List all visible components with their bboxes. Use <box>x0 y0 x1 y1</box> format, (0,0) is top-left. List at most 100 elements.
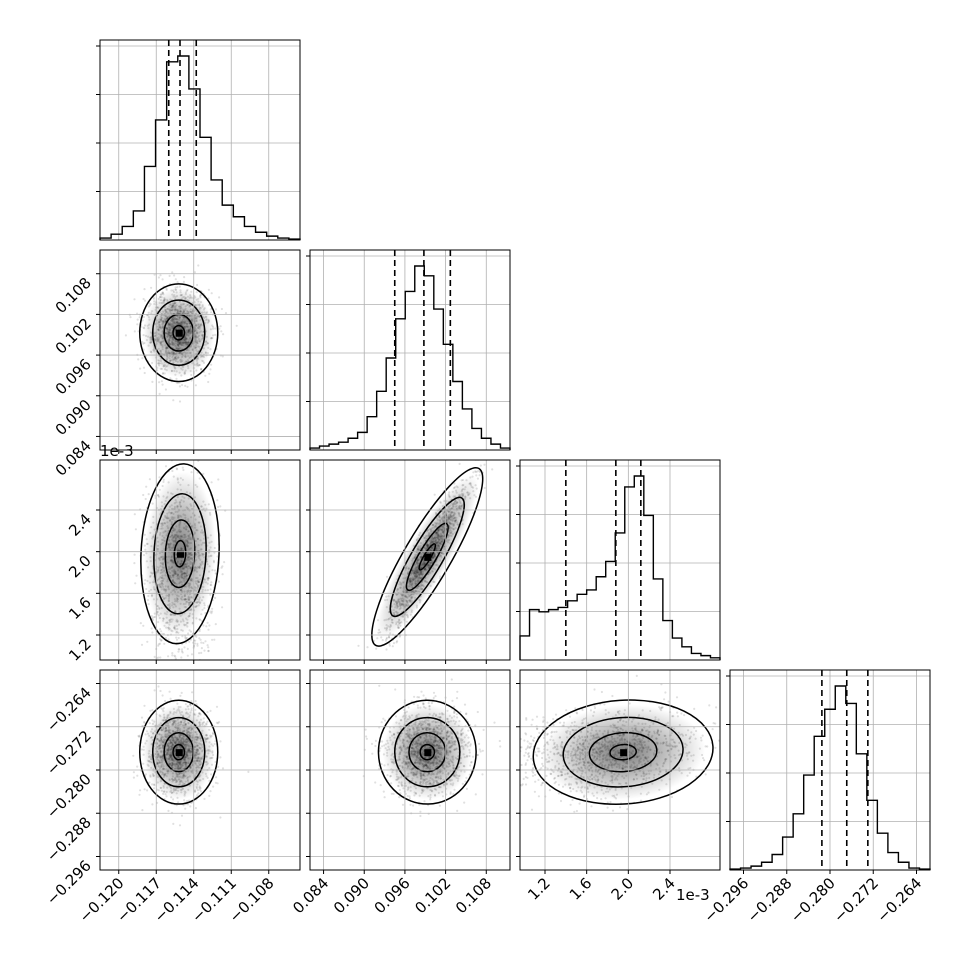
sample-point <box>142 366 146 369</box>
sample-point <box>161 632 164 635</box>
sample-point <box>176 286 179 289</box>
sample-point <box>208 303 211 307</box>
sample-point <box>214 308 218 311</box>
sample-point <box>398 635 401 638</box>
sample-point <box>217 765 220 769</box>
sample-point <box>185 636 188 640</box>
sample-point <box>139 367 142 370</box>
sample-point <box>209 308 212 311</box>
sample-point <box>124 334 127 337</box>
sample-point <box>176 381 179 385</box>
sample-point <box>151 631 154 634</box>
sample-point <box>217 580 220 583</box>
sample-point <box>182 280 185 283</box>
sample-point <box>199 368 203 371</box>
sample-point <box>177 801 180 804</box>
sample-point <box>204 612 207 615</box>
density-peak <box>175 329 183 337</box>
sample-point <box>169 377 172 380</box>
sample-point <box>184 703 187 706</box>
sample-point <box>214 740 217 743</box>
sample-point <box>159 628 162 631</box>
sample-point <box>214 596 217 600</box>
sample-point <box>177 648 180 651</box>
sample-point <box>160 630 163 633</box>
sample-point <box>146 677 148 679</box>
sample-point <box>133 513 136 516</box>
sample-point <box>180 680 182 682</box>
contour-1 <box>139 283 219 383</box>
sample-point <box>193 642 197 645</box>
sample-point <box>202 472 205 475</box>
sample-point <box>200 641 203 644</box>
sample-point <box>145 443 147 445</box>
sample-point <box>366 646 369 649</box>
sample-point <box>157 644 160 647</box>
sample-point <box>206 621 209 624</box>
sample-point <box>369 672 371 674</box>
sample-point <box>209 610 212 613</box>
sample-point <box>385 648 388 651</box>
marginal-panel-3 <box>519 459 721 661</box>
histogram-4 <box>729 685 931 870</box>
sample-point <box>189 695 191 697</box>
sample-point <box>182 673 184 675</box>
sample-point <box>161 383 164 386</box>
sample-point <box>395 641 398 644</box>
sample-point <box>189 630 193 633</box>
sample-point <box>194 675 196 677</box>
sample-point <box>475 470 478 474</box>
sample-point <box>217 505 220 509</box>
sample-point <box>172 680 174 682</box>
sample-point <box>176 281 179 284</box>
sample-point <box>136 323 139 326</box>
sample-point <box>157 656 160 659</box>
sample-point <box>385 638 388 641</box>
sample-point <box>142 342 145 345</box>
sample-point <box>169 697 172 700</box>
sample-point <box>138 793 141 796</box>
sample-point <box>195 291 198 294</box>
histogram-1 <box>99 55 301 240</box>
sample-point <box>195 635 198 638</box>
sample-point <box>198 630 201 633</box>
sample-point <box>209 368 212 371</box>
sample-point <box>214 572 217 575</box>
sample-point <box>162 478 165 481</box>
sample-point <box>175 467 178 470</box>
sample-point <box>211 666 213 668</box>
sample-point <box>209 593 212 596</box>
sample-point <box>164 465 168 468</box>
sample-point <box>491 468 494 471</box>
sample-point <box>196 644 199 647</box>
sample-point <box>479 464 482 467</box>
sample-point <box>188 640 191 643</box>
sample-point <box>207 663 209 665</box>
sample-point <box>223 561 226 564</box>
sample-point <box>357 644 360 647</box>
sample-point <box>159 656 162 659</box>
marginal-panel-1 <box>99 39 301 241</box>
sample-point <box>149 666 151 668</box>
sample-point <box>202 641 205 645</box>
sample-point <box>143 582 146 585</box>
sample-point <box>194 639 197 642</box>
sample-point <box>199 294 202 297</box>
sample-point <box>219 325 222 328</box>
sample-point <box>376 637 379 640</box>
sample-point <box>134 582 137 585</box>
sample-point <box>152 297 155 300</box>
sample-point <box>141 340 144 343</box>
sample-point <box>220 330 223 333</box>
sample-point <box>160 380 163 383</box>
sample-point <box>183 646 186 649</box>
sample-point <box>207 646 210 649</box>
sample-point <box>219 505 222 508</box>
sample-point <box>217 478 220 481</box>
sample-point <box>140 716 144 719</box>
sample-point <box>184 637 187 640</box>
sample-point <box>164 693 166 695</box>
sample-point <box>493 454 495 456</box>
sample-point <box>472 471 475 474</box>
